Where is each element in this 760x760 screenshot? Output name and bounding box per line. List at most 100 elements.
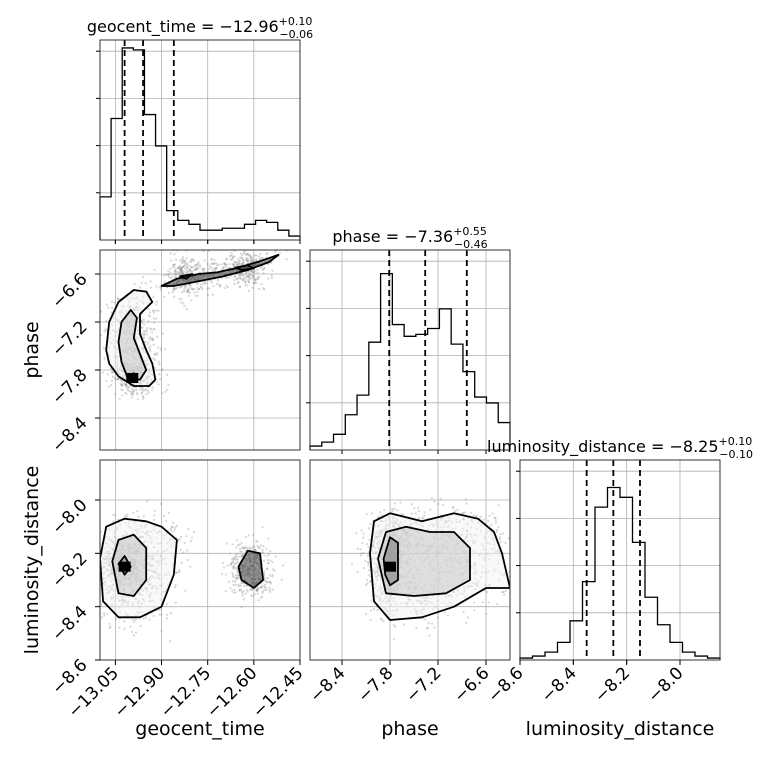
sample-point [152, 295, 155, 299]
sample-point [415, 626, 418, 629]
sample-point [119, 382, 122, 385]
sample-point [121, 394, 124, 397]
sample-point [185, 257, 188, 260]
sample-point [225, 542, 229, 545]
sample-point [257, 255, 260, 258]
sample-point [266, 252, 269, 255]
sample-point [148, 348, 152, 351]
sample-point [274, 250, 277, 253]
sample-point [168, 276, 171, 279]
sample-point [237, 573, 240, 577]
sample-point [203, 270, 206, 273]
sample-point [454, 509, 457, 513]
sample-point [456, 508, 459, 512]
sample-point [511, 551, 513, 553]
sample-point [199, 283, 202, 286]
sample-point [216, 264, 219, 267]
sample-point [266, 577, 269, 580]
sample-point [263, 266, 266, 269]
sample-point [248, 588, 251, 591]
sample-point [242, 547, 245, 550]
sample-point [186, 549, 189, 552]
sample-point [201, 269, 204, 272]
sample-point [244, 547, 247, 550]
sample-point [129, 390, 132, 393]
sample-point [247, 546, 251, 550]
sample-point [253, 281, 256, 285]
sample-point [215, 262, 218, 265]
sample-point [110, 383, 113, 387]
sample-point [131, 390, 134, 393]
sample-point [131, 391, 134, 394]
sample-point [152, 343, 155, 346]
sample-point [221, 268, 224, 271]
sample-point [210, 281, 213, 284]
sample-point [231, 254, 234, 258]
sample-point [130, 630, 134, 634]
sample-point [164, 273, 167, 277]
density-contour [117, 309, 148, 381]
sample-point [140, 326, 143, 329]
sample-point [254, 257, 258, 261]
sample-point [131, 618, 134, 621]
sample-point [208, 287, 211, 290]
sample-point [231, 571, 234, 575]
sample-point [113, 301, 116, 304]
sample-point [161, 368, 164, 371]
sample-point [241, 259, 244, 262]
sample-point [133, 282, 136, 285]
sample-point [180, 270, 183, 273]
sample-point [125, 383, 128, 387]
sample-point [142, 275, 145, 279]
sample-point [187, 288, 190, 292]
sample-point [177, 266, 180, 269]
sample-point [466, 616, 470, 619]
sample-point [178, 267, 181, 270]
sample-point [244, 253, 248, 257]
sample-point [145, 500, 149, 503]
sample-point [242, 584, 246, 588]
sample-point [148, 315, 152, 318]
sample-point [366, 561, 369, 564]
sample-point [256, 268, 259, 271]
panel-frame [99, 459, 301, 661]
sample-point [246, 284, 249, 287]
sample-point [269, 559, 272, 562]
sample-point [446, 614, 450, 617]
sample-point [246, 259, 249, 262]
sample-point [254, 254, 258, 257]
sample-point [247, 275, 250, 279]
sample-point [172, 530, 175, 533]
sample-point [236, 557, 239, 561]
sample-point [233, 282, 236, 285]
sample-point [236, 281, 240, 284]
sample-point [237, 571, 240, 574]
sample-point [194, 263, 197, 266]
sample-point [261, 256, 264, 259]
sample-point [149, 280, 152, 283]
sample-point [151, 386, 154, 389]
sample-point [144, 282, 147, 285]
sample-point [193, 288, 196, 291]
sample-point [141, 390, 144, 393]
sample-point [165, 617, 168, 620]
sample-point [392, 624, 395, 627]
sample-point [255, 589, 259, 592]
sample-point [185, 262, 188, 265]
sample-point [174, 270, 177, 273]
sample-point [141, 388, 144, 391]
sample-point [490, 523, 493, 527]
sample-point [485, 591, 488, 594]
title-plus: +0.10 [719, 435, 753, 448]
sample-point [129, 625, 132, 628]
sample-point [131, 387, 134, 391]
sample-point [240, 272, 243, 275]
sample-point [160, 608, 163, 611]
sample-point [223, 263, 227, 266]
sample-point [176, 271, 179, 274]
sample-point [230, 561, 234, 564]
sample-point [225, 257, 228, 261]
sample-point [248, 548, 252, 551]
sample-point [498, 538, 502, 541]
